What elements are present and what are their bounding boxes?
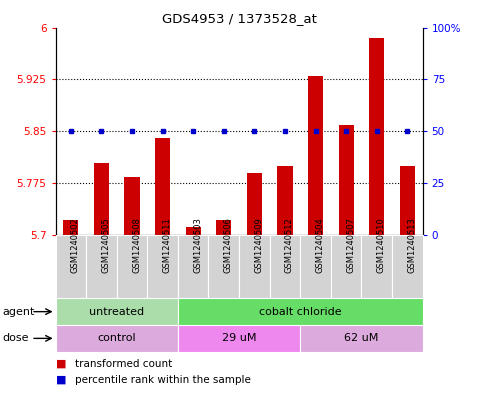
Bar: [94, 163, 109, 235]
Text: GSM1240502: GSM1240502: [71, 217, 80, 273]
Bar: [270, 235, 300, 298]
Bar: [339, 125, 354, 235]
Bar: [56, 235, 86, 298]
Bar: [178, 298, 423, 325]
Text: GSM1240503: GSM1240503: [193, 217, 202, 273]
Bar: [308, 76, 323, 235]
Bar: [56, 298, 178, 325]
Bar: [178, 325, 300, 352]
Bar: [209, 235, 239, 298]
Text: 62 uM: 62 uM: [344, 333, 379, 343]
Text: GSM1240512: GSM1240512: [285, 217, 294, 273]
Text: GSM1240510: GSM1240510: [377, 217, 386, 273]
Bar: [63, 220, 78, 235]
Text: GSM1240508: GSM1240508: [132, 217, 141, 273]
Bar: [239, 235, 270, 298]
Text: transformed count: transformed count: [75, 359, 172, 369]
Text: GSM1240509: GSM1240509: [255, 217, 263, 273]
Bar: [300, 325, 423, 352]
Text: 29 uM: 29 uM: [222, 333, 256, 343]
Text: control: control: [98, 333, 136, 343]
Bar: [117, 235, 147, 298]
Bar: [369, 38, 384, 235]
Bar: [400, 166, 415, 235]
Bar: [86, 235, 117, 298]
Bar: [155, 138, 170, 235]
Text: GSM1240504: GSM1240504: [315, 217, 325, 273]
Text: GSM1240506: GSM1240506: [224, 217, 233, 273]
Bar: [392, 235, 423, 298]
Text: agent: agent: [2, 307, 35, 317]
Text: GSM1240505: GSM1240505: [101, 217, 111, 273]
Bar: [300, 235, 331, 298]
Bar: [125, 176, 140, 235]
Bar: [277, 166, 293, 235]
Text: dose: dose: [2, 333, 29, 343]
Text: percentile rank within the sample: percentile rank within the sample: [75, 375, 251, 385]
Text: ■: ■: [56, 375, 66, 385]
Bar: [361, 235, 392, 298]
Bar: [247, 173, 262, 235]
Bar: [147, 235, 178, 298]
Bar: [56, 325, 178, 352]
Bar: [178, 235, 209, 298]
Text: GSM1240511: GSM1240511: [163, 217, 171, 273]
Text: untreated: untreated: [89, 307, 144, 317]
Text: GSM1240507: GSM1240507: [346, 217, 355, 273]
Text: cobalt chloride: cobalt chloride: [259, 307, 341, 317]
Text: ■: ■: [56, 359, 66, 369]
Bar: [331, 235, 361, 298]
Bar: [185, 227, 201, 235]
Text: GSM1240513: GSM1240513: [407, 217, 416, 273]
Bar: [216, 220, 231, 235]
Title: GDS4953 / 1373528_at: GDS4953 / 1373528_at: [162, 12, 316, 25]
